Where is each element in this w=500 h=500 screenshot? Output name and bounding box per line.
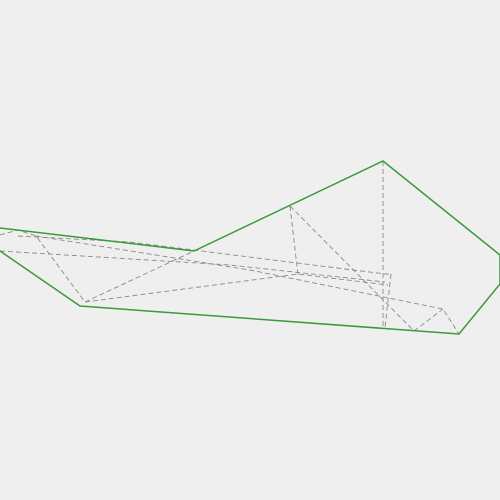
fold-line-top-span — [17, 235, 390, 275]
fold-line-inner-peak — [289, 205, 299, 276]
fold-line-long-diagonal — [35, 235, 460, 335]
fold-line-right-post — [384, 273, 392, 328]
fold-line-left-crease — [0, 229, 86, 303]
fold-line-lower-span — [84, 273, 389, 303]
fold-lines — [0, 161, 460, 335]
fold-line-left-rise — [84, 250, 195, 303]
shape-outline — [0, 160, 500, 335]
fold-line-middle-span — [0, 250, 386, 283]
